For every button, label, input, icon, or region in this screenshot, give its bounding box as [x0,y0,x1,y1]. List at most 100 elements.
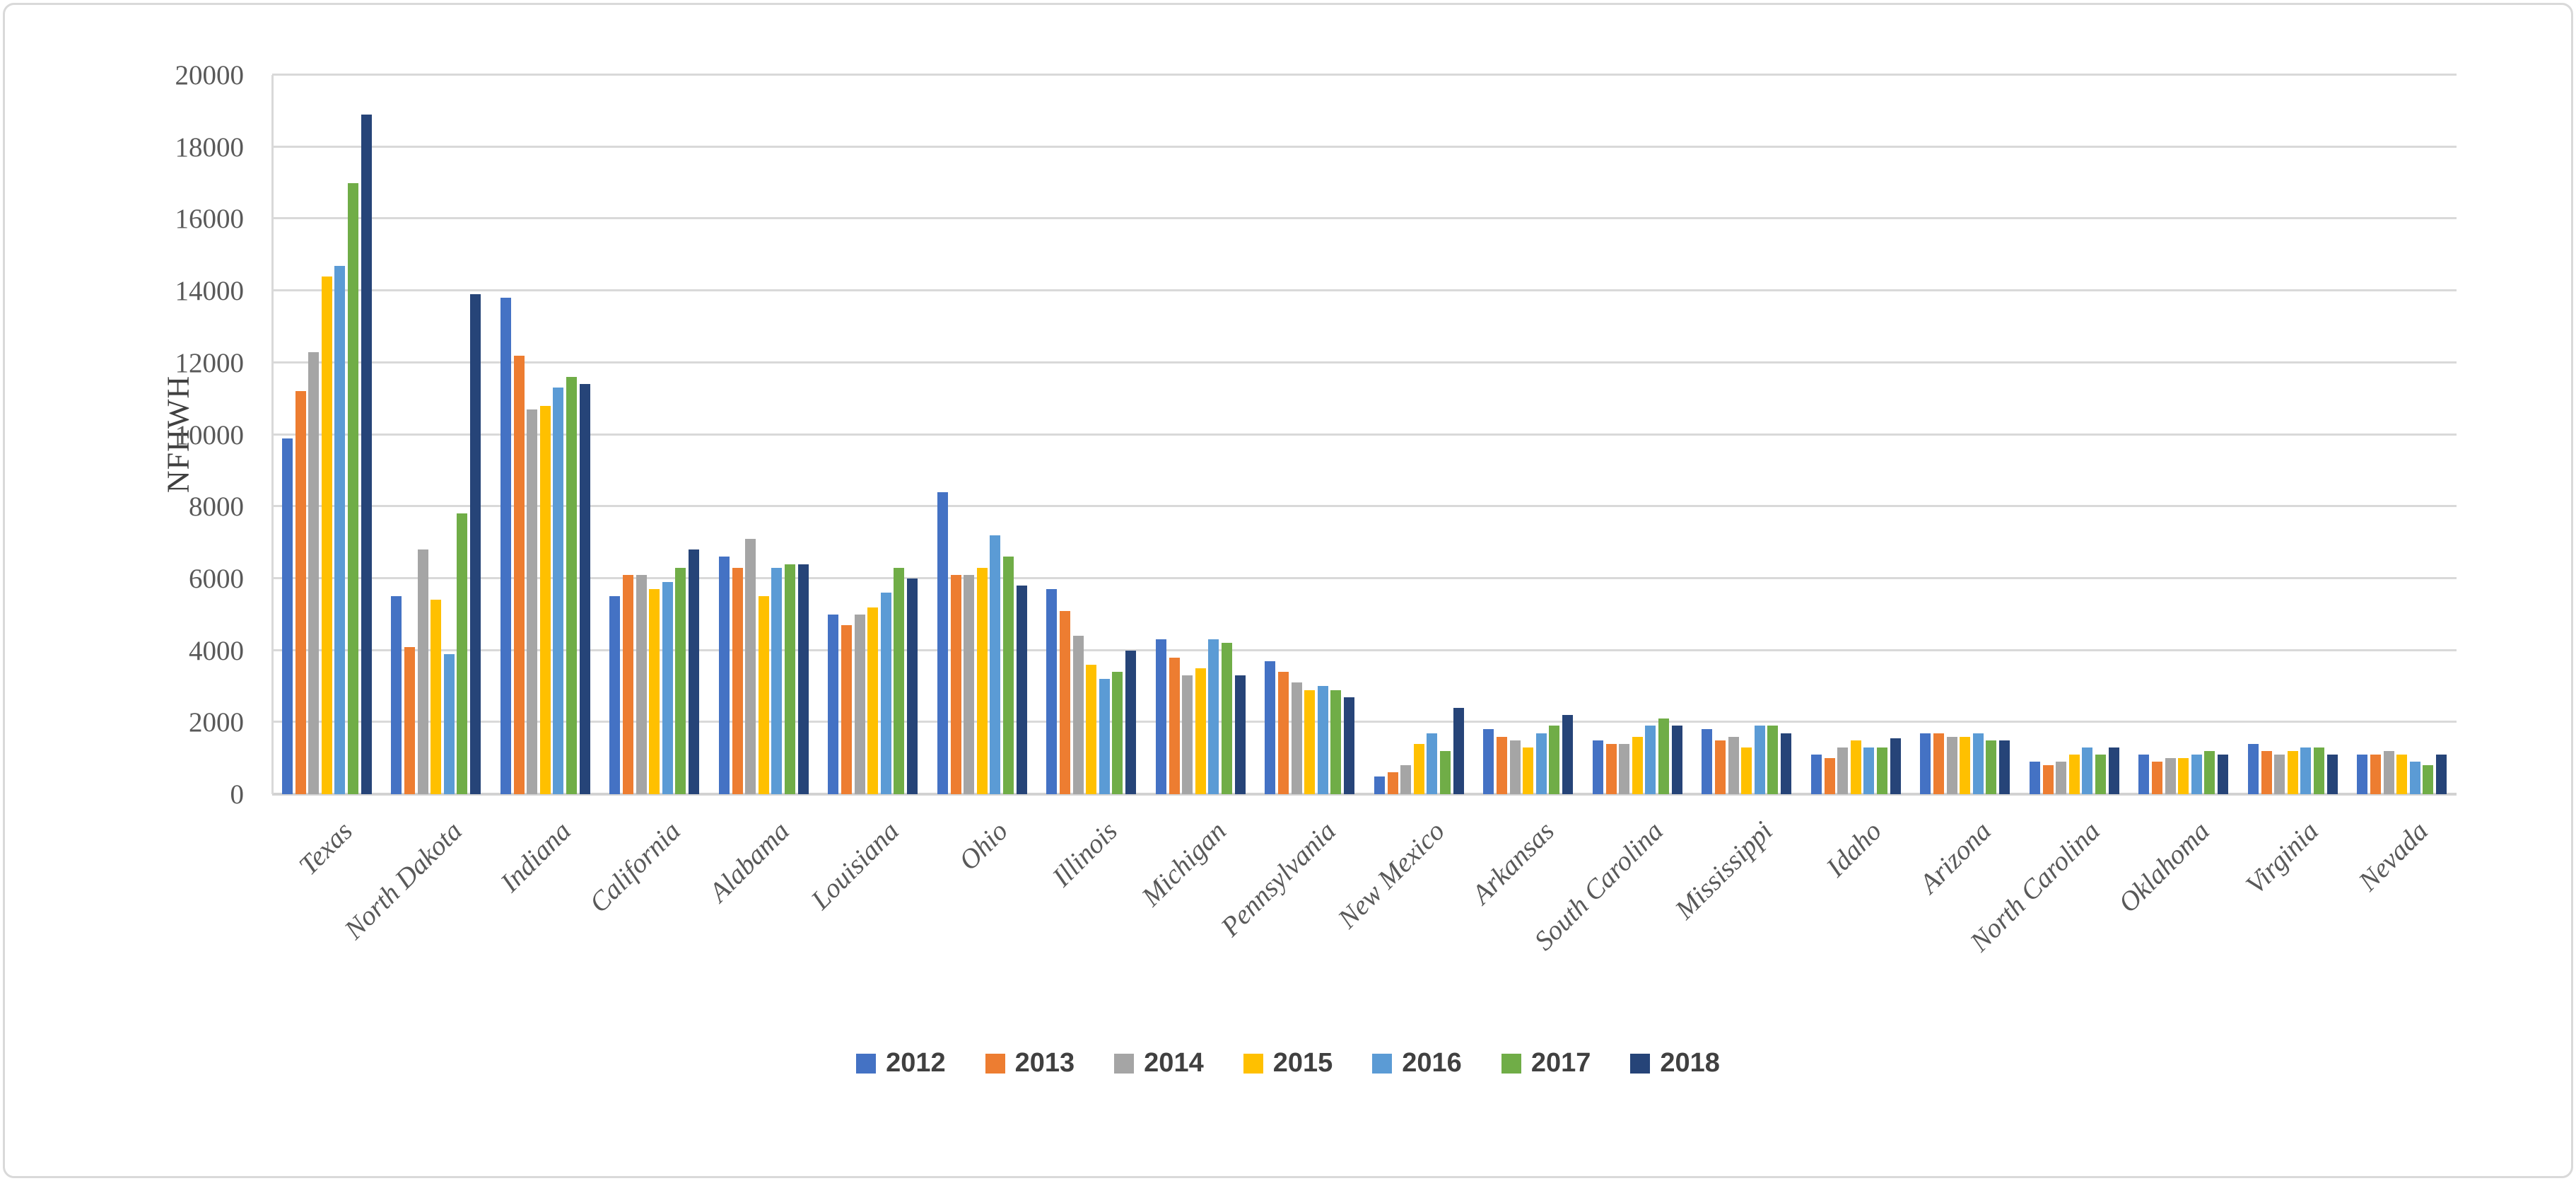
x-axis-label: California [583,815,686,919]
bar-2013-texas [295,391,306,794]
y-tick-label: 0 [230,779,245,810]
bar-2014-indiana [527,409,538,794]
bar-2017-arkansas [1549,726,1560,794]
bar-2013-north-carolina [2042,765,2054,794]
bar-2012-indiana [500,298,511,794]
bar-2018-illinois [1125,650,1137,794]
legend-item-2018: 2018 [1630,1048,1720,1078]
bar-2014-arkansas [1509,740,1521,794]
bar-2012-pennsylvania [1265,661,1276,794]
bar-2015-south-carolina [1632,736,1643,794]
bar-2014-illinois [1072,636,1084,794]
x-axis-label: Alabama [703,815,796,908]
bar-2012-oklahoma [2138,755,2150,794]
bar-2013-new-mexico [1387,772,1398,794]
bar-2017-nevada [2423,765,2434,794]
bar-2016-ohio [990,535,1001,794]
bar-2014-virginia [2274,755,2285,794]
bar-2017-indiana [566,377,577,794]
bar-2018-michigan [1234,675,1246,794]
bar-2012-arkansas [1483,729,1494,794]
bar-2012-virginia [2247,743,2259,794]
gridline [272,576,2457,579]
x-axis-label: Louisiana [804,815,905,916]
bar-2014-south-carolina [1619,743,1630,794]
bar-2015-indiana [539,405,551,794]
bar-2015-idaho [1850,740,1861,794]
gridline [272,505,2457,508]
bar-2018-ohio [1016,586,1027,794]
bar-2016-indiana [553,388,564,794]
bar-2018-alabama [797,564,809,794]
x-axis-label: Arkansas [1465,815,1560,910]
bar-2015-ohio [976,567,988,794]
bar-2016-new-mexico [1427,733,1438,794]
gridline [272,74,2457,76]
y-tick-label: 6000 [189,563,244,594]
bar-2015-michigan [1195,668,1206,794]
bar-2018-pennsylvania [1344,697,1355,794]
bar-2015-alabama [758,596,769,794]
bar-2018-indiana [579,384,590,794]
x-axis-label: Virginia [2240,815,2325,900]
bar-2014-north-dakota [417,549,428,794]
bar-2015-oklahoma [2178,758,2189,794]
legend-swatch-2015 [1243,1053,1263,1074]
bar-2016-texas [334,265,346,794]
bar-2012-alabama [718,557,730,794]
legend-swatch-2016 [1372,1053,1393,1074]
bar-2015-north-dakota [431,600,442,794]
bar-2015-virginia [2287,750,2298,794]
bar-2016-oklahoma [2191,755,2202,794]
chart-frame [3,3,2573,1178]
bar-2014-michigan [1182,675,1193,794]
legend-swatch-2018 [1630,1053,1651,1074]
bar-2015-new-mexico [1413,743,1424,794]
plot-left-edge [271,75,274,794]
legend-swatch-2017 [1501,1053,1521,1074]
bar-2018-south-carolina [1671,726,1682,794]
bar-2017-idaho [1876,747,1887,794]
x-axis-label: Mississippi [1669,815,1779,926]
y-tick-label: 8000 [189,491,244,523]
bar-2018-new-mexico [1453,707,1464,794]
legend-swatch-2012 [856,1053,877,1074]
bar-2014-arizona [1946,736,1957,794]
y-tick-label: 20000 [175,60,245,91]
y-tick-label: 18000 [175,132,245,163]
legend-item-2014: 2014 [1114,1048,1204,1078]
bar-2018-louisiana [907,578,918,794]
bar-2016-louisiana [880,593,891,794]
gridline [272,289,2457,292]
y-tick-label: 2000 [189,707,244,738]
bar-2016-north-carolina [2082,747,2093,794]
bar-2016-mississippi [1754,726,1765,794]
bar-2017-north-dakota [457,513,468,794]
legend-item-2015: 2015 [1243,1048,1333,1078]
legend-item-2017: 2017 [1501,1048,1591,1078]
bar-2013-california [623,574,634,794]
gridline [272,433,2457,436]
x-axis-label: Oklahoma [2112,815,2215,919]
x-axis-label: Illinois [1046,815,1123,893]
legend-label: 2017 [1530,1048,1591,1078]
legend-label: 2016 [1402,1048,1462,1078]
bar-2017-pennsylvania [1330,690,1342,794]
bar-2016-alabama [771,567,783,794]
bar-2018-mississippi [1781,733,1792,794]
bar-2012-north-dakota [391,596,402,794]
legend-item-2016: 2016 [1372,1048,1462,1078]
bar-2017-louisiana [894,567,905,794]
bar-2017-illinois [1112,672,1123,794]
bar-2012-mississippi [1702,729,1713,794]
bar-2017-ohio [1002,557,1014,794]
bar-2017-north-carolina [2095,755,2106,794]
bar-2018-arizona [1999,740,2010,794]
gridline [272,145,2457,148]
bar-2017-virginia [2313,747,2324,794]
bar-2015-north-carolina [2068,755,2080,794]
bar-2018-nevada [2436,755,2447,794]
bar-2013-nevada [2370,755,2382,794]
legend-label: 2015 [1272,1048,1333,1078]
bar-2016-north-dakota [443,653,455,794]
